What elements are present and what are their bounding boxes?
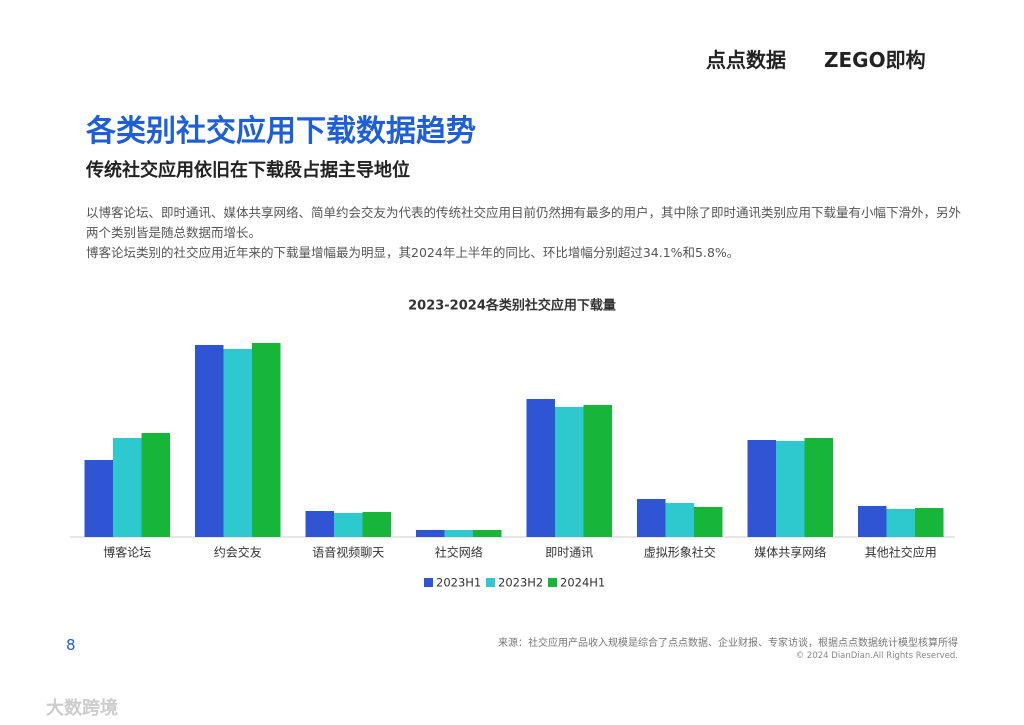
x-tick-label: 博客论坛: [103, 545, 151, 560]
bar: [416, 530, 445, 537]
bar: [195, 345, 224, 537]
legend-label: 2024H1: [560, 576, 605, 590]
x-tick-label: 虚拟形象社交: [644, 545, 716, 560]
bar: [444, 530, 473, 537]
paragraph: 博客论坛类别的社交应用近年来的下载量增幅最为明显，其2024年上半年的同比、环比…: [86, 245, 740, 260]
x-tick-label: 语音视频聊天: [312, 545, 384, 560]
bar: [84, 460, 113, 537]
bar: [334, 513, 363, 537]
source: 来源：社交应用产品收入规模是综合了点点数据、企业财报、专家访谈，根据点点数据统计…: [498, 638, 958, 649]
page-number: 8: [66, 636, 76, 654]
bar: [141, 433, 170, 537]
bar: [804, 438, 833, 537]
bar: [776, 441, 805, 537]
legend-swatch: [424, 578, 433, 587]
bar: [555, 407, 584, 537]
bar: [637, 499, 666, 537]
bar: [526, 399, 555, 537]
bar: [886, 509, 915, 537]
bar: [223, 349, 252, 537]
bar: [747, 440, 776, 537]
legend-swatch: [548, 578, 557, 587]
x-tick-label: 其他社交应用: [865, 545, 937, 560]
chart-title: 2023-2024各类别社交应用下载量: [408, 298, 616, 314]
watermark: 大数跨境: [46, 698, 118, 719]
paragraph: 以博客论坛、即时通讯、媒体共享网络、简单约会交友为代表的传统社交应用目前仍然拥有…: [86, 205, 962, 240]
brand-logo: 点点数据: [706, 48, 786, 72]
x-tick-label: 约会交友: [214, 545, 262, 560]
legend-label: 2023H1: [436, 576, 481, 590]
x-tick-label: 媒体共享网络: [754, 545, 826, 560]
page-title: 各类别社交应用下载数据趋势: [86, 114, 476, 149]
x-tick-label: 社交网络: [435, 545, 483, 560]
bar: [113, 438, 142, 537]
bar: [858, 506, 887, 537]
bar: [694, 507, 723, 537]
bar: [305, 511, 334, 537]
bar: [252, 343, 281, 537]
legend-swatch: [486, 578, 495, 587]
x-tick-label: 即时通讯: [545, 546, 593, 560]
bar: [665, 503, 694, 537]
bar: [915, 508, 944, 537]
bar: [362, 512, 391, 537]
bar: [473, 530, 502, 537]
bar: [583, 405, 612, 537]
brand-logo: ZEGO即构: [824, 48, 926, 72]
copyright: © 2024 DianDian.All Rights Reserved.: [795, 651, 958, 661]
subtitle: 传统社交应用依旧在下载段占据主导地位: [86, 160, 410, 181]
legend-label: 2023H2: [498, 576, 543, 590]
